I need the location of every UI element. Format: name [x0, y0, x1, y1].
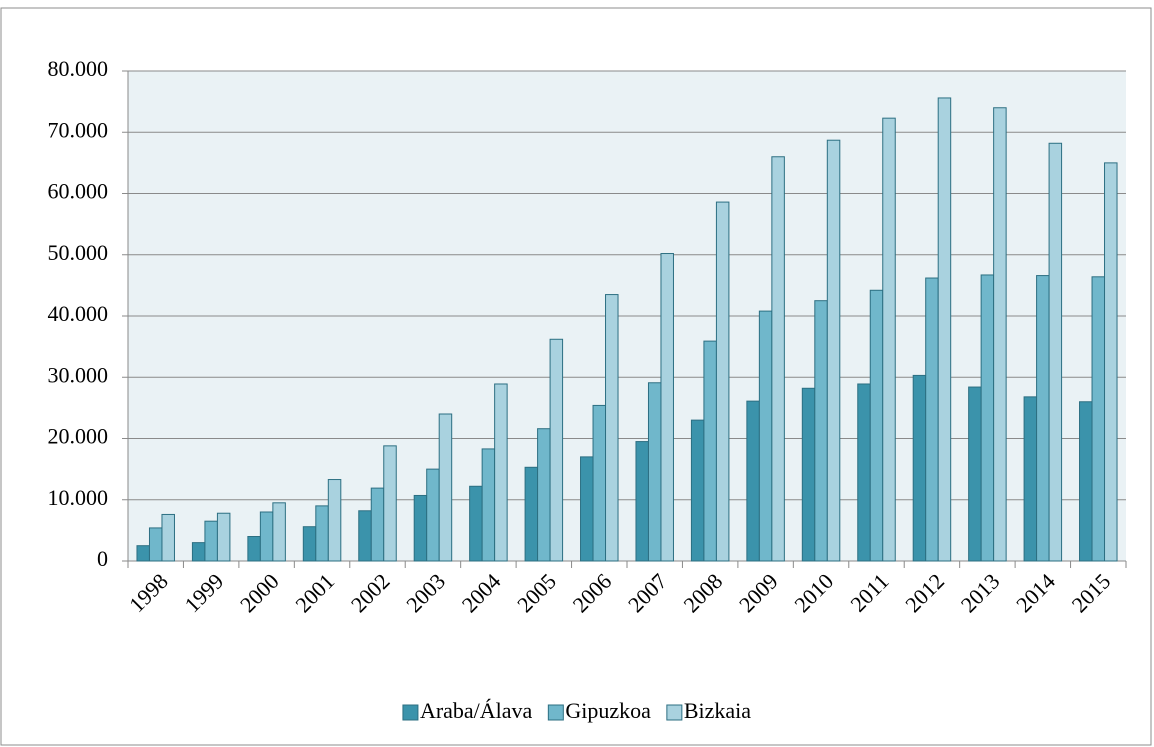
bar [136, 545, 150, 562]
bar [204, 520, 218, 562]
bar [191, 542, 206, 562]
bar [216, 512, 231, 562]
bar [1023, 396, 1038, 562]
bar [549, 338, 564, 562]
bar [537, 428, 551, 562]
bar [869, 289, 884, 562]
legend-swatch [666, 704, 683, 721]
bar [1104, 162, 1118, 562]
bar [758, 310, 773, 562]
bar [494, 383, 508, 562]
bar [771, 156, 785, 562]
y-tick-label: 50.000 [48, 240, 109, 265]
bar [968, 386, 982, 562]
legend-label: Araba/Álava [420, 698, 533, 723]
bar [925, 277, 939, 562]
legend-label: Gipuzkoa [565, 698, 651, 723]
bar [857, 383, 871, 562]
bar [161, 513, 175, 562]
y-tick-label: 60.000 [48, 179, 109, 204]
y-tick-label: 40.000 [48, 301, 109, 326]
bar [826, 139, 841, 562]
bar [469, 485, 483, 562]
legend: Araba/Álava Gipuzkoa Bizkaia [402, 698, 751, 723]
y-tick-label: 20.000 [48, 424, 109, 449]
legend-swatch [547, 704, 564, 721]
bar [993, 107, 1007, 562]
bar [715, 201, 730, 562]
y-tick-label: 10.000 [48, 485, 109, 510]
y-tick-label: 0 [97, 546, 108, 571]
bar [370, 487, 385, 562]
bar [937, 97, 952, 562]
bar [690, 419, 705, 562]
bar [438, 413, 453, 562]
bar [1036, 275, 1050, 562]
legend-swatch [402, 704, 419, 721]
bar [413, 494, 428, 562]
bar [481, 448, 496, 562]
bar [247, 536, 261, 562]
y-tick-label: 80.000 [48, 56, 109, 81]
bar [703, 340, 717, 562]
legend-label: Bizkaia [684, 698, 751, 723]
bar [580, 456, 594, 562]
bar [605, 294, 619, 562]
bar [383, 445, 397, 562]
bar [524, 466, 539, 562]
bar [148, 527, 163, 562]
bar [1048, 142, 1063, 562]
bar [801, 387, 816, 562]
bar [912, 374, 927, 562]
bar [302, 526, 317, 562]
bar [882, 117, 896, 562]
y-tick-label: 70.000 [48, 117, 109, 142]
bar [660, 253, 674, 562]
bar [1091, 276, 1106, 562]
y-tick-label: 30.000 [48, 362, 109, 387]
bar [635, 441, 649, 562]
bar [358, 510, 372, 562]
bar [647, 382, 662, 562]
bar [327, 479, 342, 562]
bar [1079, 401, 1093, 562]
bar [746, 400, 760, 562]
bar [426, 468, 440, 562]
bar [315, 505, 329, 562]
bar [272, 502, 286, 562]
bar [814, 300, 828, 562]
bar [980, 274, 995, 562]
bar [259, 511, 274, 562]
bar [592, 404, 607, 562]
